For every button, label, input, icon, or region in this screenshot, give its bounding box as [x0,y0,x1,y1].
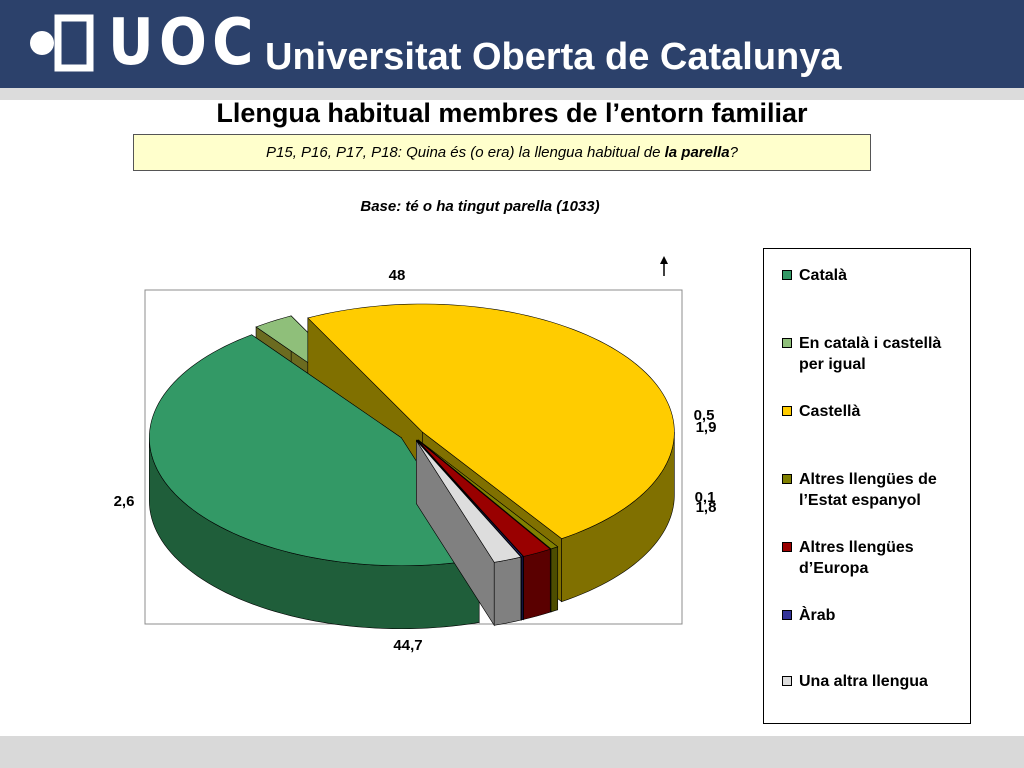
data-labels: 44,7 2,6 48 0,51,9 0,11,8 [114,267,717,654]
legend-label: Àrab [799,607,836,624]
legend-label: Català [799,267,848,284]
question-suffix: ? [729,144,738,161]
data-label-en-catala-i-castella-per-igual: 2,6 [114,493,135,510]
base-note: Base: té o ha tingut parella (1033) [360,198,600,215]
university-name: Universitat Oberta de Catalunya [265,36,842,78]
legend-swatch [782,610,792,620]
chart-legend: Català En català i castellà per igual Cast… [763,248,971,724]
data-label-catala: 44,7 [393,637,422,654]
question-prefix: P15, P16, P17, P18: Quina és (o era) la … [266,144,665,161]
data-label-arab: 0,1 [695,489,716,506]
legend-swatch [782,474,792,484]
header-bar: UOC Universitat Oberta de Catalunya [0,0,1024,88]
legend-swatch [782,270,792,280]
legend-swatch [782,406,792,416]
legend-swatch [782,676,792,686]
question-box: P15, P16, P17, P18: Quina és (o era) la … [133,134,871,171]
pie-slice-una-altra-llengua [416,439,522,627]
header-divider [0,88,1024,100]
legend-label: En català i castellà per igual [799,335,942,373]
legend-label: Una altra llengua [799,673,928,690]
slide-title: Llengua habitual membres de l’entorn fam… [216,98,808,128]
legend-label: Altres llengües de l’Estat espanyol [799,471,937,509]
pie-slices [149,303,675,630]
footer-bar [0,736,1024,768]
data-label-altres-llengues-d-europa: 1,9 [696,419,717,436]
legend-swatch [782,338,792,348]
data-label-castella: 48 [389,267,406,284]
data-label-altres-llengues-de-l-estat-espanyol: 0,5 [694,407,715,424]
logo-text: UOC [108,6,259,80]
data-label-una-altra-llengua: 1,8 [696,499,717,516]
legend-label: Castellà [799,403,861,420]
arrow-up-icon [660,256,668,276]
legend-label: Altres llengües d’Europa [799,539,914,577]
uoc-logo-icon [30,14,94,72]
legend-swatch [782,542,792,552]
question-emphasis: la parella [664,144,730,161]
